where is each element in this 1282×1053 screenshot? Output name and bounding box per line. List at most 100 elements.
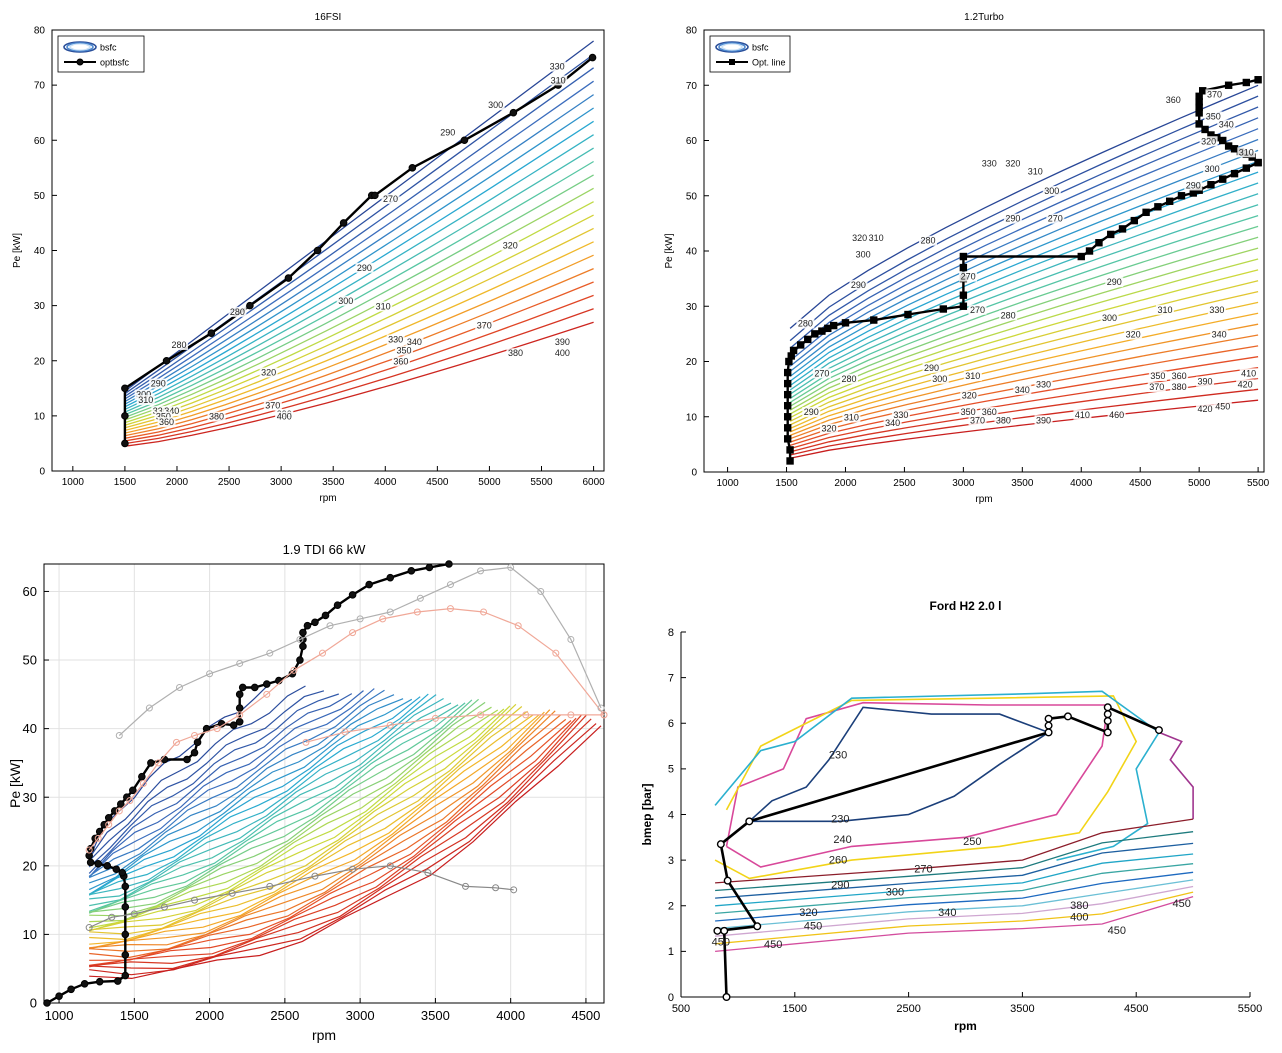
contour-line (715, 842, 1194, 899)
contour-label: 360 (393, 357, 408, 367)
data-point (1254, 158, 1262, 167)
x-tick-label: 4000 (496, 1008, 525, 1023)
data-point (959, 302, 968, 310)
data-point (160, 903, 168, 911)
data-point (121, 930, 130, 939)
contour-label-bg (1105, 277, 1124, 288)
contour-label-bg (883, 418, 902, 429)
contour-label-bg (1170, 371, 1189, 382)
contour-label-bg (486, 100, 505, 111)
y-tick-label: 6 (668, 718, 674, 730)
contour-label-bg (157, 417, 176, 428)
data-point (1177, 192, 1186, 200)
contour-label: 310 (844, 413, 859, 423)
x-tick-label: 3000 (952, 478, 975, 489)
contour-label: 270 (814, 368, 829, 378)
contour-line (124, 241, 594, 432)
contour-label-bg (1026, 166, 1045, 177)
legend-bsfc-swatch (721, 43, 743, 51)
data-point (108, 913, 116, 921)
series-line (88, 865, 514, 929)
x-tick-label: 1000 (716, 478, 739, 489)
data-point (904, 310, 912, 319)
x-tick-label: 6000 (582, 477, 605, 488)
data-point (713, 926, 722, 935)
contour-line (89, 708, 505, 929)
data-point (1242, 164, 1251, 172)
contour-label: 350 (1150, 371, 1165, 381)
data-point (424, 869, 432, 877)
contour-line (714, 695, 1138, 880)
x-axis-label: rpm (312, 1027, 336, 1043)
contour-line (89, 714, 587, 967)
y-axis-label: Pe [kW] (664, 233, 675, 268)
data-point (1103, 728, 1112, 737)
contour-label-bg (922, 362, 941, 373)
contour-label-bg (812, 368, 831, 379)
contour-line (715, 818, 1194, 884)
contour-line (124, 281, 594, 439)
x-tick-label: 5500 (1238, 1003, 1262, 1015)
contour-line (88, 698, 413, 891)
data-point (296, 656, 304, 664)
contour-label: 310 (965, 371, 980, 381)
contour-line (789, 312, 1259, 433)
y-tick-label: 50 (686, 191, 698, 202)
contour-label: 420 (1198, 404, 1213, 414)
x-tick-label: 2500 (270, 1008, 299, 1023)
data-point (154, 759, 162, 767)
data-point (104, 813, 113, 822)
contour-label: 300 (488, 100, 503, 110)
data-point (183, 755, 191, 764)
contour-label-bg (980, 406, 999, 417)
series-line (46, 562, 450, 1005)
contour-label: 270 (961, 272, 976, 282)
contour-line (124, 80, 594, 400)
data-point (722, 993, 731, 1002)
contour-line (789, 149, 1259, 372)
contour-label-bg (263, 400, 282, 411)
contour-line (715, 891, 1194, 945)
contour-line (715, 895, 1194, 953)
x-tick-label: 5000 (1188, 478, 1211, 489)
contour-label-bg (1003, 158, 1022, 169)
data-point (1219, 175, 1227, 183)
data-point (85, 924, 93, 932)
data-point (121, 882, 130, 891)
contour-line (789, 280, 1259, 422)
data-point (85, 846, 93, 854)
contour-label-bg (840, 373, 859, 384)
data-point (522, 711, 530, 719)
contour-label-bg (1003, 213, 1022, 224)
data-point (959, 252, 968, 261)
contour-label-bg (1164, 94, 1183, 105)
contour-line (789, 138, 1259, 367)
contour-label-bg (1100, 313, 1119, 324)
contour-line (89, 705, 511, 932)
contour-line (789, 106, 1259, 349)
chart-1: 1000 1500 2000 2500 3000 3500 4000 4500 5000 5500… (12, 12, 605, 504)
contour-line (89, 701, 486, 913)
contour-line (88, 690, 325, 862)
data-point (339, 219, 348, 227)
contour-label: 310 (869, 233, 884, 243)
contour-label: 340 (885, 418, 900, 428)
legend-opt-marker (729, 59, 735, 65)
contour-label-bg (1073, 409, 1092, 420)
legend-bsfc-swatch (69, 43, 91, 51)
chart-title: 1.9 TDI 66 kW (283, 542, 367, 557)
contour-label-bg (275, 411, 294, 422)
contour-label: 340 (1212, 330, 1227, 340)
data-point (263, 690, 271, 698)
contour-label: 390 (555, 337, 570, 347)
series-line (123, 56, 594, 444)
x-tick-label: 2500 (893, 478, 916, 489)
x-tick-label: 3000 (270, 477, 293, 488)
contour-label-bg (151, 406, 170, 417)
contour-line (715, 831, 1194, 892)
contour-label: 290 (924, 363, 939, 373)
data-point (386, 862, 394, 870)
contour-label-bg (405, 337, 424, 348)
contour-label: 330 (982, 158, 997, 168)
data-point (510, 886, 518, 894)
